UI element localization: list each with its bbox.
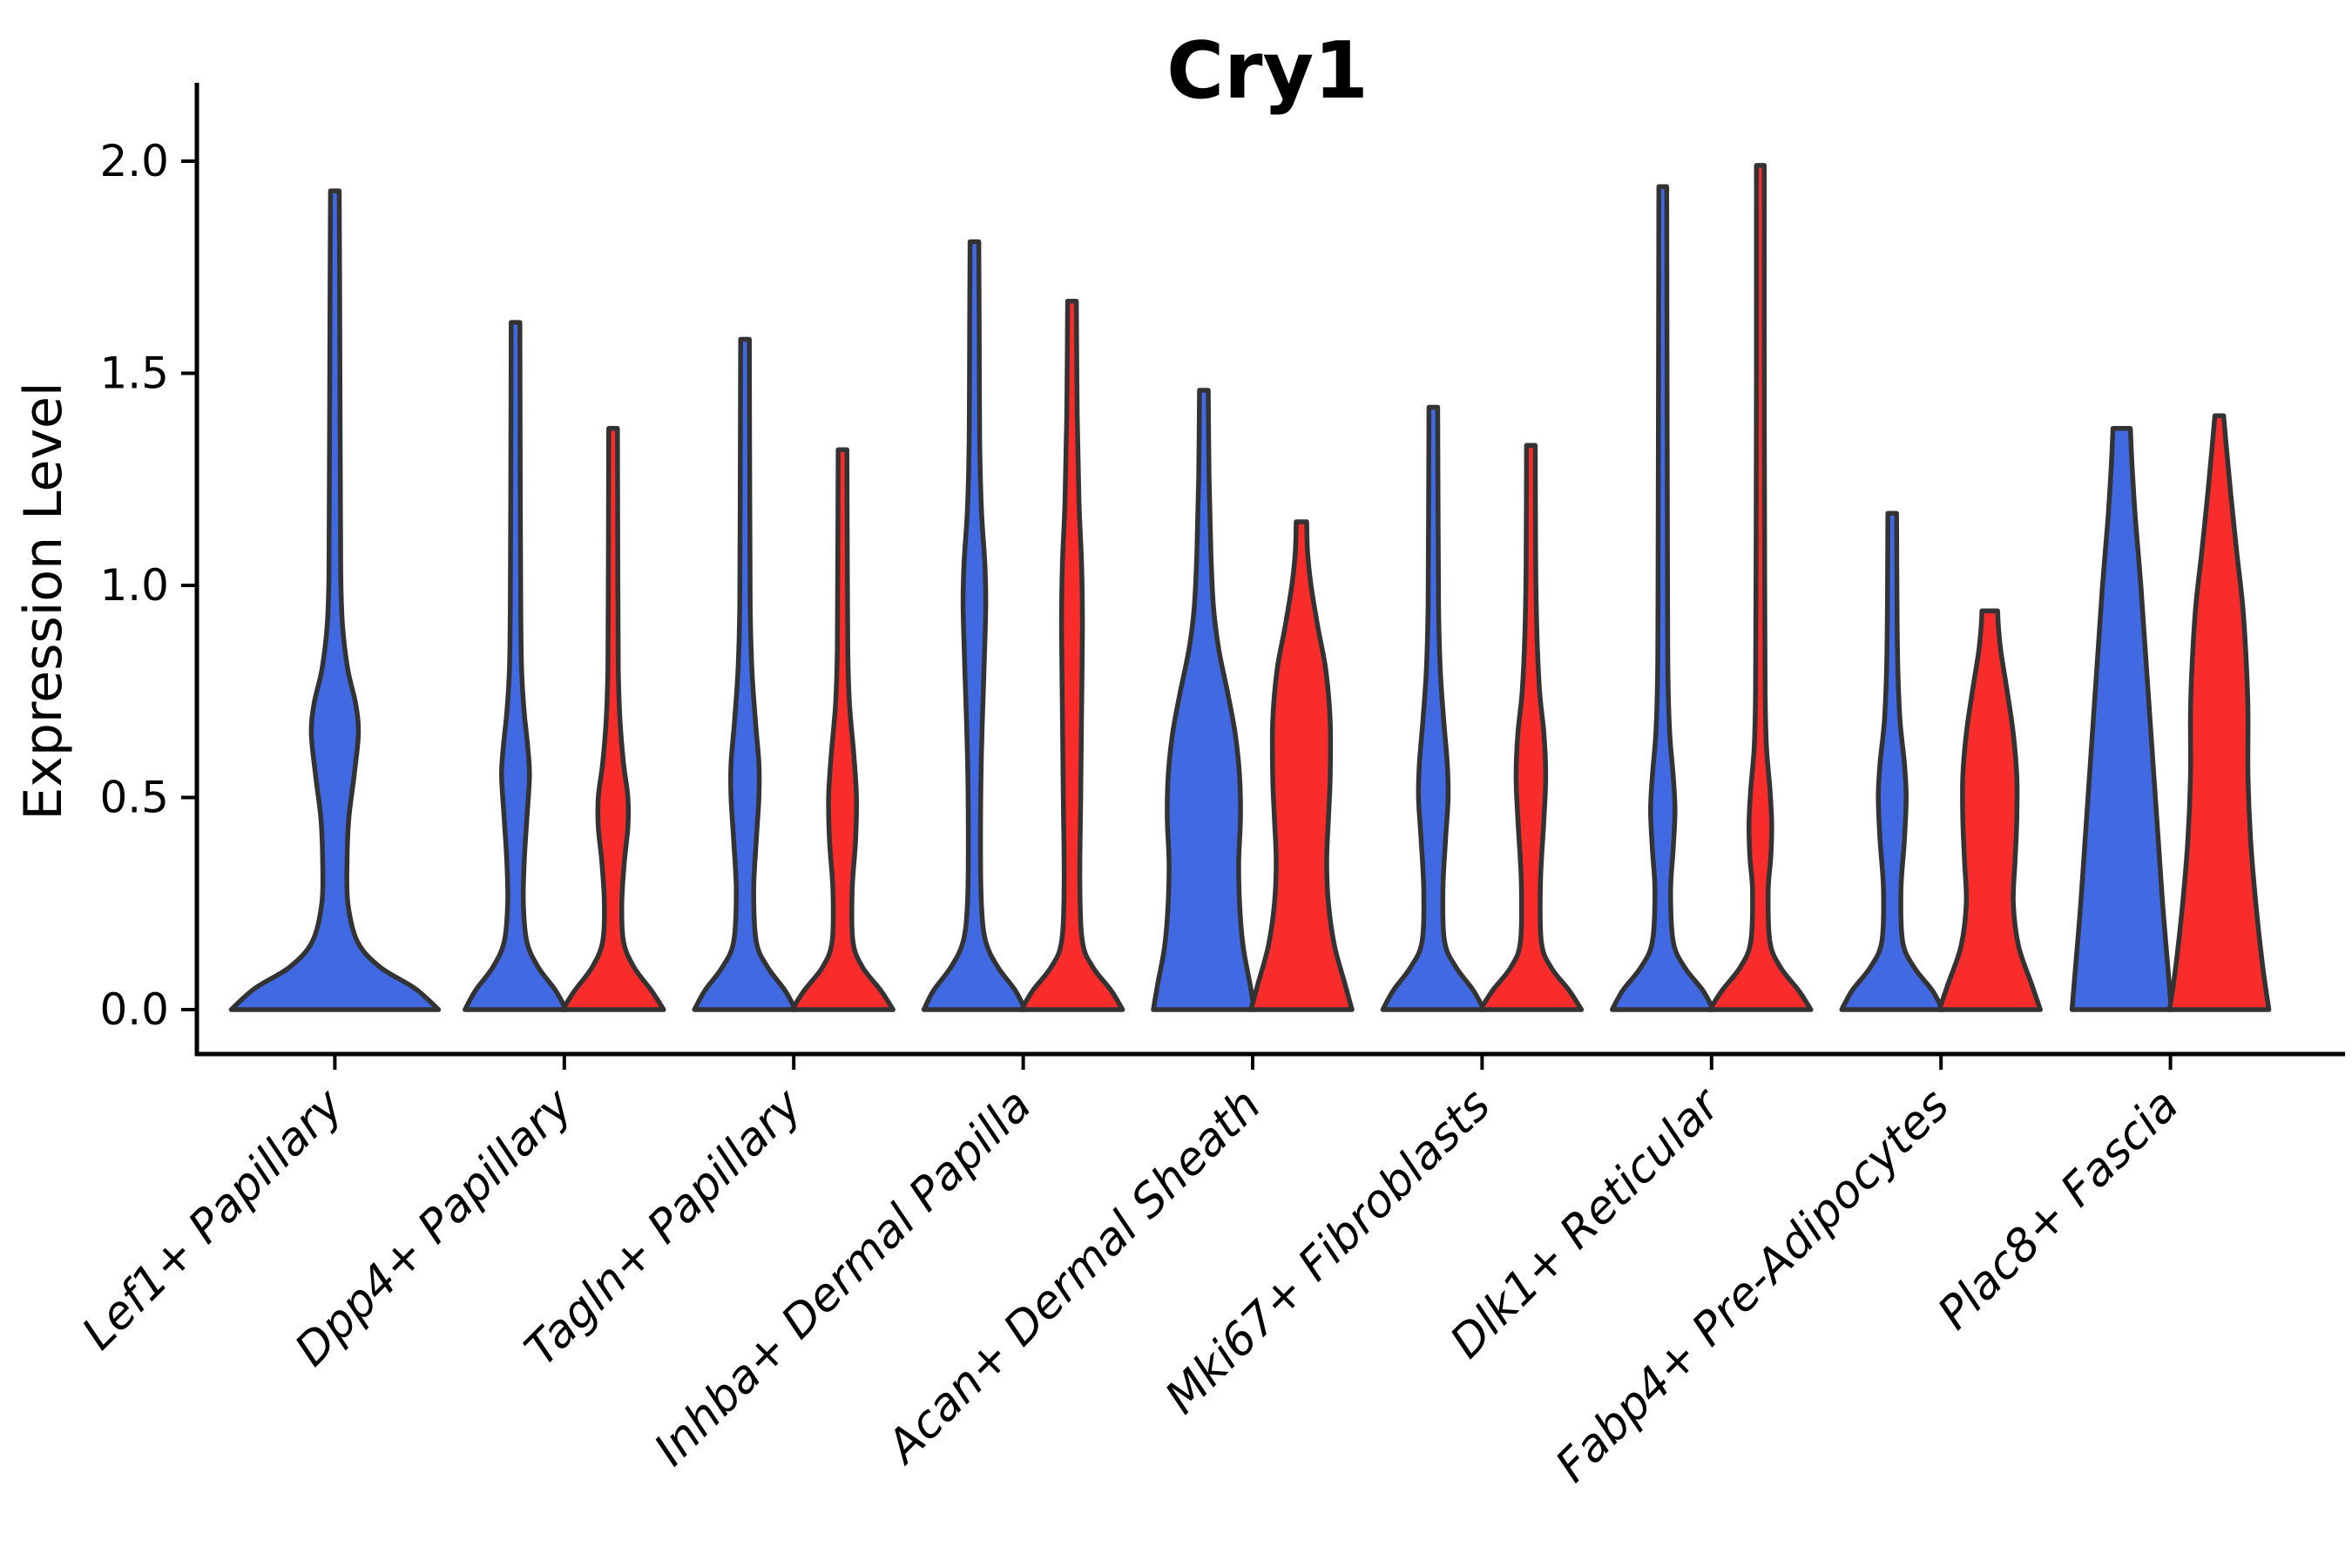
y-tick-label: 1.0 xyxy=(99,560,169,611)
y-tick-label: 2.0 xyxy=(99,136,169,186)
violin-blue-fabp4-pre-adipocytes xyxy=(1839,510,1945,1012)
violin-red-fabp4-pre-adipocytes xyxy=(1936,608,2043,1012)
violin-blue-plac8-fascia xyxy=(2069,426,2174,1012)
x-tick-label: Acan+ Dermal Sheath xyxy=(875,1079,1271,1475)
violin-blue-dpp4-papillary xyxy=(463,320,569,1012)
violin-blue-inhba-dermal-papilla xyxy=(921,239,1028,1012)
y-axis-label: Expression Level xyxy=(13,382,74,820)
x-tick-label: Plac8+ Fascia xyxy=(1929,1079,2189,1340)
violin-red-plac8-fascia xyxy=(2166,413,2272,1012)
violin-red-tagln-papillary xyxy=(789,447,896,1012)
y-tick-label: 1.5 xyxy=(99,348,169,399)
violin-blue-mki67-fibroblasts xyxy=(1380,404,1487,1012)
violin-blue-acan-dermal-sheath xyxy=(1151,388,1257,1012)
violins-group xyxy=(228,163,2272,1012)
violin-red-dpp4-papillary xyxy=(560,426,666,1012)
x-tick-label: Fabp4+ Pre-Adipocytes xyxy=(1546,1079,1960,1493)
violin-red-dlk1-reticular xyxy=(1707,163,1814,1012)
y-tick-label: 0.0 xyxy=(99,984,169,1035)
violin-blue-dlk1-reticular xyxy=(1610,184,1716,1012)
violin-red-acan-dermal-sheath xyxy=(1248,519,1355,1012)
y-tick-label: 0.5 xyxy=(99,773,169,823)
violin-red-inhba-dermal-papilla xyxy=(1018,298,1125,1012)
y-axis-ticks: 0.0 0.5 1.0 1.5 2.0 xyxy=(99,136,197,1035)
axis-spines xyxy=(194,83,2345,1057)
violin-blue-tagln-papillary xyxy=(692,336,798,1012)
chart-title: Cry1 xyxy=(1166,25,1369,117)
x-tick-label: Inhba+ Dermal Papilla xyxy=(645,1079,1042,1477)
violin-red-mki67-fibroblasts xyxy=(1477,443,1585,1012)
violin-blue-lef1-papillary xyxy=(228,188,442,1012)
